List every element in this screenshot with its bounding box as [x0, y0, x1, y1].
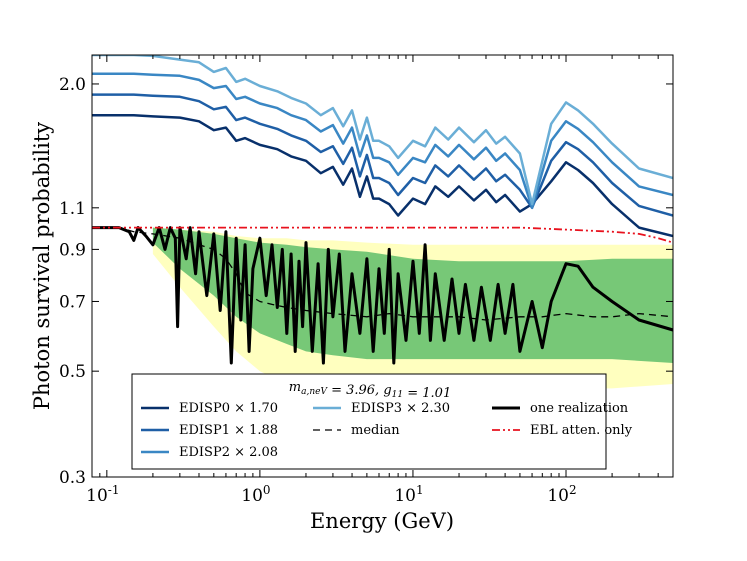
- legend-label: EDISP2 × 2.08: [179, 445, 278, 460]
- legend: ma,neV = 3.96, g11 = 1.01 EDISP0 × 1.70 E…: [131, 373, 633, 470]
- y-tick-label: 0.5: [59, 362, 86, 382]
- y-tick-label: 0.9: [59, 240, 86, 260]
- legend-label: EDISP1 × 1.88: [179, 423, 278, 438]
- legend-frame: [131, 373, 607, 470]
- legend-title: ma,neV = 3.96, g11 = 1.01: [289, 380, 451, 401]
- legend-label: EBL atten. only: [530, 423, 633, 438]
- y-axis-title: Photon survival probability: [30, 122, 54, 410]
- legend-label: median: [351, 423, 400, 438]
- series-line-5: [92, 226, 673, 365]
- y-tick-label: 1.1: [59, 199, 86, 219]
- series-line-2: [92, 72, 673, 210]
- legend-label: EDISP0 × 1.70: [179, 401, 278, 416]
- plot-frame: [91, 54, 674, 478]
- x-tick-label: 10-1: [86, 483, 119, 506]
- series-line-6: [92, 226, 673, 244]
- series-line-1: [92, 93, 673, 217]
- series-line-3: [92, 55, 673, 206]
- y-tick-label: 0.7: [59, 292, 86, 312]
- x-tick-label: 100: [241, 483, 270, 506]
- x-tick-label: 102: [547, 483, 576, 506]
- x-tick-label: 101: [394, 483, 423, 506]
- confidence-bands: [152, 227, 673, 393]
- y-tick-label: 2.0: [59, 75, 86, 95]
- legend-title-text: ma,neV = 3.96, g11 = 1.01: [289, 380, 451, 401]
- y-tick-label: 0.3: [59, 468, 86, 488]
- legend-label: one realization: [530, 401, 629, 416]
- data-series: [92, 55, 673, 365]
- legend-label: EDISP3 × 2.30: [351, 401, 450, 416]
- series-line-0: [92, 113, 673, 238]
- x-axis-title: Energy (GeV): [310, 509, 454, 533]
- axis-ticks: 10-1 100 101 102 0.3 0.5 0.7 0.9 1.1 2.0: [59, 55, 674, 506]
